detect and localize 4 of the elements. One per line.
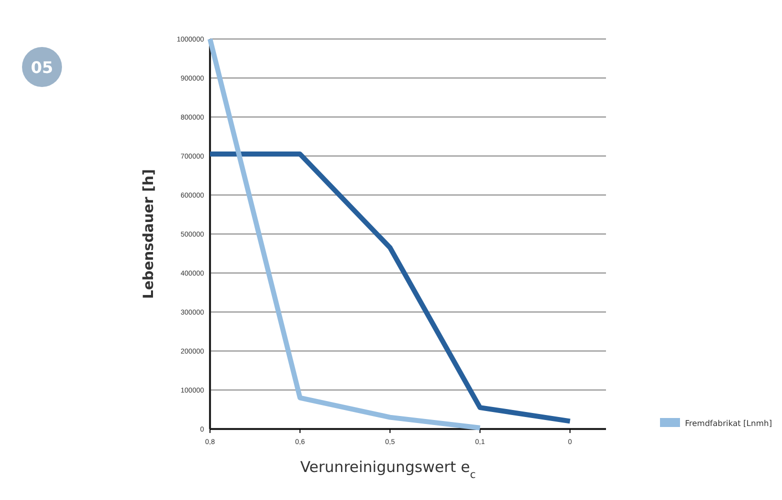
legend-label: Fremdfabrikat [Lnmh] bbox=[685, 419, 772, 428]
x-axis-title: Verunreinigungswert e$_{c}$ bbox=[300, 458, 476, 481]
y-axis-title: Lebensdauer [h] bbox=[141, 169, 157, 299]
number-badge: 05 bbox=[22, 47, 62, 87]
